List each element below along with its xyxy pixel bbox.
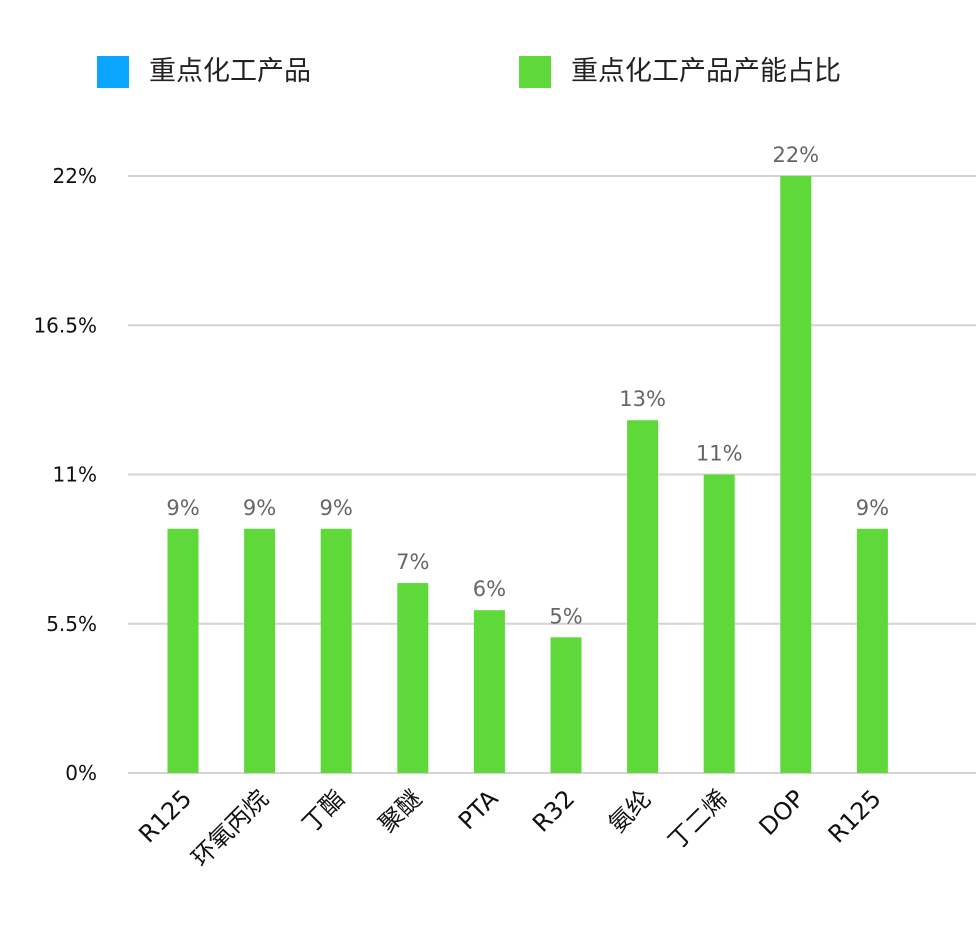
legend-swatch-blue xyxy=(97,56,129,88)
y-tick-label: 0% xyxy=(65,761,97,785)
x-tick-label: DOP xyxy=(754,784,810,840)
bar xyxy=(244,528,276,773)
data-label: 9% xyxy=(243,496,276,520)
data-label: 5% xyxy=(549,604,582,628)
legend-item-series-2[interactable]: 重点化工产品产能占比 xyxy=(519,56,841,88)
x-tick-label: 环氧丙烷 xyxy=(186,784,274,872)
bar xyxy=(856,528,888,773)
y-tick-label: 16.5% xyxy=(33,313,97,337)
data-label: 9% xyxy=(320,496,353,520)
data-label: 9% xyxy=(856,496,889,520)
data-label: 7% xyxy=(396,550,429,574)
legend: 重点化工产品 重点化工产品产能占比 xyxy=(97,56,957,96)
x-tick-label: 丁二烯 xyxy=(663,784,734,855)
legend-label: 重点化工产品产能占比 xyxy=(571,56,841,87)
x-tick-label: R125 xyxy=(133,784,197,848)
bar xyxy=(473,610,505,773)
data-label: 6% xyxy=(473,577,506,601)
x-tick-label: PTA xyxy=(453,784,504,835)
x-tick-label: R32 xyxy=(527,784,580,837)
bar xyxy=(167,528,199,773)
x-tick-label: 聚醚 xyxy=(373,784,427,838)
y-tick-label: 5.5% xyxy=(46,612,97,636)
x-tick-label: 氨纶 xyxy=(603,784,657,838)
bar xyxy=(397,583,429,773)
data-label: 13% xyxy=(619,387,666,411)
y-tick-label: 22% xyxy=(53,164,97,188)
legend-swatch-green xyxy=(519,56,551,88)
x-tick-label: 丁酯 xyxy=(297,784,351,838)
bar xyxy=(703,474,735,773)
bar xyxy=(627,420,659,773)
bar xyxy=(550,637,582,773)
legend-item-series-1[interactable]: 重点化工产品 xyxy=(97,56,311,88)
legend-label: 重点化工产品 xyxy=(149,56,311,87)
bar xyxy=(320,528,352,773)
data-label: 11% xyxy=(696,442,743,466)
bar xyxy=(780,176,812,773)
data-label: 9% xyxy=(166,496,199,520)
y-tick-label: 11% xyxy=(53,463,97,487)
x-tick-label: R125 xyxy=(823,784,887,848)
data-label: 22% xyxy=(772,143,819,167)
